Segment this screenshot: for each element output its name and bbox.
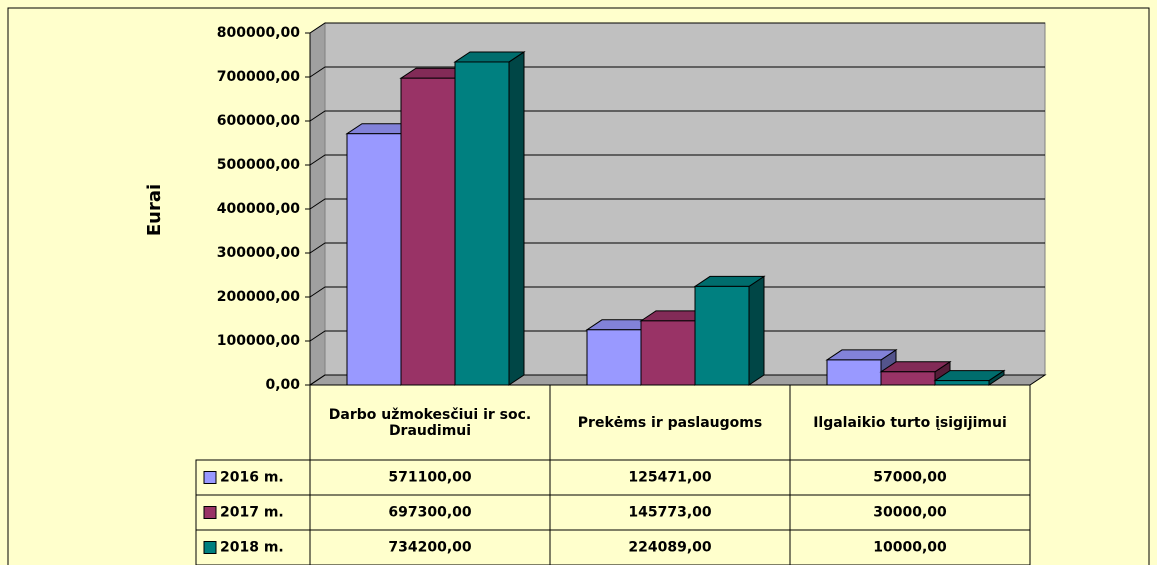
bar	[880, 371, 936, 386]
bar	[826, 359, 882, 386]
y-tick-label: 700000,00	[217, 69, 301, 85]
legend-label: 2018 m.	[220, 540, 284, 556]
y-tick-label: 0,00	[265, 377, 300, 393]
grid-line	[309, 154, 1045, 166]
bar	[400, 77, 456, 386]
value-label: 571100,00	[388, 470, 472, 486]
value-label: 57000,00	[873, 470, 947, 486]
bar	[640, 320, 696, 386]
y-tick-label: 400000,00	[217, 201, 301, 217]
value-label: 145773,00	[628, 505, 712, 521]
bar-side	[508, 51, 525, 386]
bar	[694, 285, 750, 386]
legend-label: 2017 m.	[220, 505, 284, 521]
value-label: 10000,00	[873, 540, 947, 556]
value-label: 30000,00	[873, 505, 947, 521]
table-cell	[789, 529, 1031, 565]
grid-line	[309, 286, 1045, 298]
bar	[454, 61, 510, 386]
bar-side	[748, 275, 765, 386]
grid-line	[309, 330, 1045, 342]
category-label: Prekėms ir paslaugoms	[577, 414, 763, 431]
legend-swatch	[203, 471, 217, 484]
grid-line	[309, 198, 1045, 210]
value-label: 224089,00	[628, 540, 712, 556]
value-label: 125471,00	[628, 470, 712, 486]
category-cell: Darbo užmokesčiui ir soc. Draudimui	[328, 406, 532, 439]
y-tick-label: 600000,00	[217, 113, 301, 129]
y-tick-label: 100000,00	[217, 333, 301, 349]
y-tick-label: 300000,00	[217, 245, 301, 261]
grid-line	[309, 110, 1045, 122]
y-axis-title: Eurai	[144, 184, 165, 236]
legend-swatch	[203, 506, 217, 519]
value-label: 734200,00	[388, 540, 472, 556]
category-label: Ilgalaikio turto įsigijimui	[813, 414, 1007, 431]
grid-line	[309, 242, 1045, 254]
grid-line	[309, 22, 1045, 34]
category-cell: Prekėms ir paslaugoms	[577, 414, 763, 431]
y-tick-label: 800000,00	[217, 25, 301, 41]
legend-swatch	[203, 541, 217, 554]
category-label: Darbo užmokesčiui ir soc. Draudimui	[328, 406, 532, 439]
legend-label: 2016 m.	[220, 470, 284, 486]
grid-line	[309, 374, 1045, 386]
grid-line	[309, 66, 1045, 78]
category-cell: Ilgalaikio turto įsigijimui	[813, 414, 1007, 431]
value-label: 697300,00	[388, 505, 472, 521]
bar	[586, 329, 642, 386]
bar	[346, 133, 402, 386]
y-tick-label: 200000,00	[217, 289, 301, 305]
y-tick-label: 500000,00	[217, 157, 301, 173]
